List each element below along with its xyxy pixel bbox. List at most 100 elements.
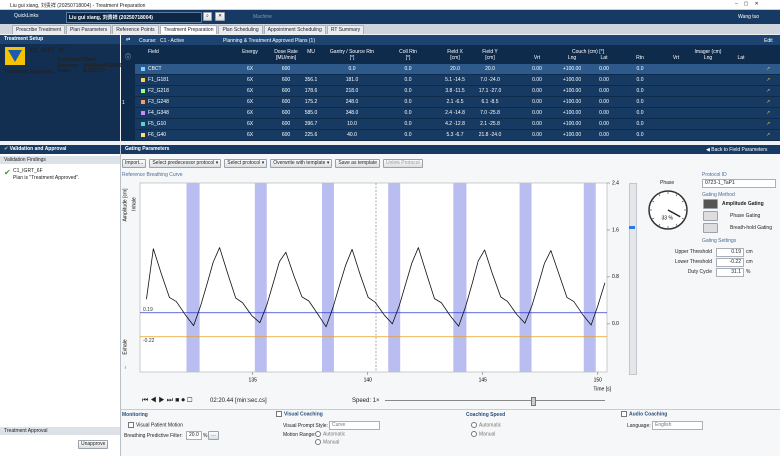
playback-controls[interactable]: ⏮◀▶⏭■⏺▢: [142, 397, 195, 404]
table-row[interactable]: [135, 64, 780, 74]
tab[interactable]: Plan Parameters: [66, 25, 112, 34]
course[interactable]: C1 - Active: [160, 38, 185, 44]
toolbar-button[interactable]: Select protocol: [224, 159, 268, 168]
row-action[interactable]: ↗: [766, 66, 771, 72]
amplitude-slider[interactable]: [629, 183, 637, 375]
method-option[interactable]: Breath-hold Gating: [730, 225, 772, 231]
speed-manual[interactable]: Manual: [471, 431, 495, 437]
table-cell: 600: [281, 98, 291, 105]
column-header: Dose Rate [MU/min]: [274, 49, 298, 61]
setting-value[interactable]: 31.1: [716, 268, 744, 277]
column-header: Lng: [567, 55, 577, 61]
row-action[interactable]: ↗: [766, 132, 771, 138]
method-option[interactable]: Amplitude Gating: [722, 201, 764, 207]
approval-header: Treatment Approval: [0, 427, 120, 435]
unapprove-button[interactable]: Unapprove: [78, 440, 109, 449]
table-cell: 10.0: [347, 120, 357, 127]
table-cell: 6X: [246, 76, 254, 83]
protocol-id[interactable]: 0723-1_TaP1: [702, 179, 776, 188]
visual-coaching[interactable]: Visual Coaching: [276, 411, 323, 417]
table-row[interactable]: [135, 86, 780, 96]
table-row[interactable]: [135, 97, 780, 107]
field-icon: [141, 111, 145, 115]
filter-button[interactable]: …: [208, 431, 219, 440]
table-cell: 0.00: [599, 120, 609, 127]
toolbar-button[interactable]: Overwrite with template: [270, 159, 333, 168]
back-link[interactable]: ◀ Back to Field Parameters: [706, 147, 768, 153]
motion-auto[interactable]: Automatic: [315, 431, 345, 437]
table-cell: 218.0: [345, 87, 359, 94]
filter-value[interactable]: 20.0: [186, 431, 202, 440]
slider-thumb[interactable]: [629, 226, 635, 229]
tab[interactable]: Appointment Scheduling: [263, 25, 326, 34]
search-button[interactable]: ⌕: [203, 12, 212, 21]
monitoring-title: Monitoring: [122, 412, 148, 418]
table-cell: 600: [281, 120, 291, 127]
toolbar-button[interactable]: Import...: [122, 159, 147, 168]
motion-manual[interactable]: Manual: [315, 439, 339, 445]
tab[interactable]: Reference Points: [112, 25, 159, 34]
plans-filter[interactable]: Planning & Treatment Approved Plans (1): [223, 38, 315, 44]
prompt-select[interactable]: Curve: [329, 421, 380, 430]
setting-value[interactable]: 0.19: [716, 248, 744, 257]
table-cell: 396.7: [304, 120, 318, 127]
column-header: MU: [307, 49, 315, 55]
quicklinks[interactable]: QuickLinks: [14, 13, 39, 19]
table-row[interactable]: [135, 108, 780, 118]
speed-auto[interactable]: Automatic: [471, 422, 501, 428]
table-row[interactable]: [135, 119, 780, 129]
toolbar-button[interactable]: Save as template: [335, 159, 381, 168]
speed-thumb[interactable]: [531, 397, 536, 406]
back-text[interactable]: Back to Field Parameters: [711, 147, 768, 153]
tab[interactable]: RT Summary: [326, 25, 365, 34]
setting-value[interactable]: -0.22: [716, 258, 744, 267]
edit[interactable]: Edit: [764, 38, 773, 44]
method-option[interactable]: Phase Gating: [730, 213, 761, 219]
method-icon[interactable]: [703, 199, 718, 209]
course-label: Course:: [139, 38, 157, 44]
column-header: Field: [148, 49, 159, 55]
setting-unit: cm: [746, 259, 753, 265]
table-cell: 600: [281, 65, 291, 72]
audio-coaching[interactable]: Audio Coaching: [621, 411, 667, 417]
table-row[interactable]: [135, 75, 780, 85]
table-cell: +100.00: [562, 98, 582, 105]
patient-box[interactable]: [66, 12, 202, 23]
table-cell: 0.00: [599, 65, 609, 72]
table-cell: 175.2: [304, 98, 318, 105]
table-row[interactable]: [135, 130, 780, 140]
table-cell: 0.0: [404, 87, 412, 94]
row-action[interactable]: ↗: [766, 99, 771, 105]
user[interactable]: Wang tuo: [738, 14, 760, 20]
visual-coaching-text: Visual Coaching: [284, 411, 323, 418]
row-action[interactable]: ↗: [766, 88, 771, 94]
gating-header: Gating Parameters: [121, 145, 780, 154]
row-action[interactable]: ↗: [766, 121, 771, 127]
y-tick-label: 2.4: [612, 180, 619, 186]
row-action[interactable]: ↗: [766, 110, 771, 116]
gating-window: [583, 183, 596, 372]
toolbar-button[interactable]: Select predecessor protocol: [149, 159, 222, 168]
method-icon[interactable]: [703, 223, 718, 233]
table-cell: 0.00: [599, 76, 609, 83]
visual-motion[interactable]: Visual Patient Motion: [128, 422, 183, 428]
plan-icon: [5, 47, 25, 65]
language-select[interactable]: English: [652, 421, 703, 430]
close-patient[interactable]: ✕: [215, 12, 226, 21]
tab[interactable]: Plan Scheduling: [218, 25, 263, 34]
row-marker: 1: [122, 99, 125, 106]
machine[interactable]: Machine: [253, 14, 272, 20]
speed-track[interactable]: [385, 400, 605, 401]
breathing-chart: 0.19 -0.22 2.4 1.6 0.8 0.0 135 140 145 150 Time [s…: [122, 180, 619, 392]
tab[interactable]: Treatment Preparation: [159, 25, 218, 34]
info-icon: ⓘ: [125, 55, 132, 61]
table-cell: 0.00: [532, 109, 542, 116]
tab[interactable]: Prescribe Treatment: [12, 25, 66, 34]
window-controls[interactable]: –▢✕: [735, 1, 765, 7]
row-action[interactable]: ↗: [766, 77, 771, 83]
table-cell: +100.00: [562, 87, 582, 94]
toolbar-button[interactable]: Unlink Protocol: [383, 159, 423, 168]
method-icon[interactable]: [703, 211, 718, 221]
breathing-curve: [146, 247, 606, 328]
